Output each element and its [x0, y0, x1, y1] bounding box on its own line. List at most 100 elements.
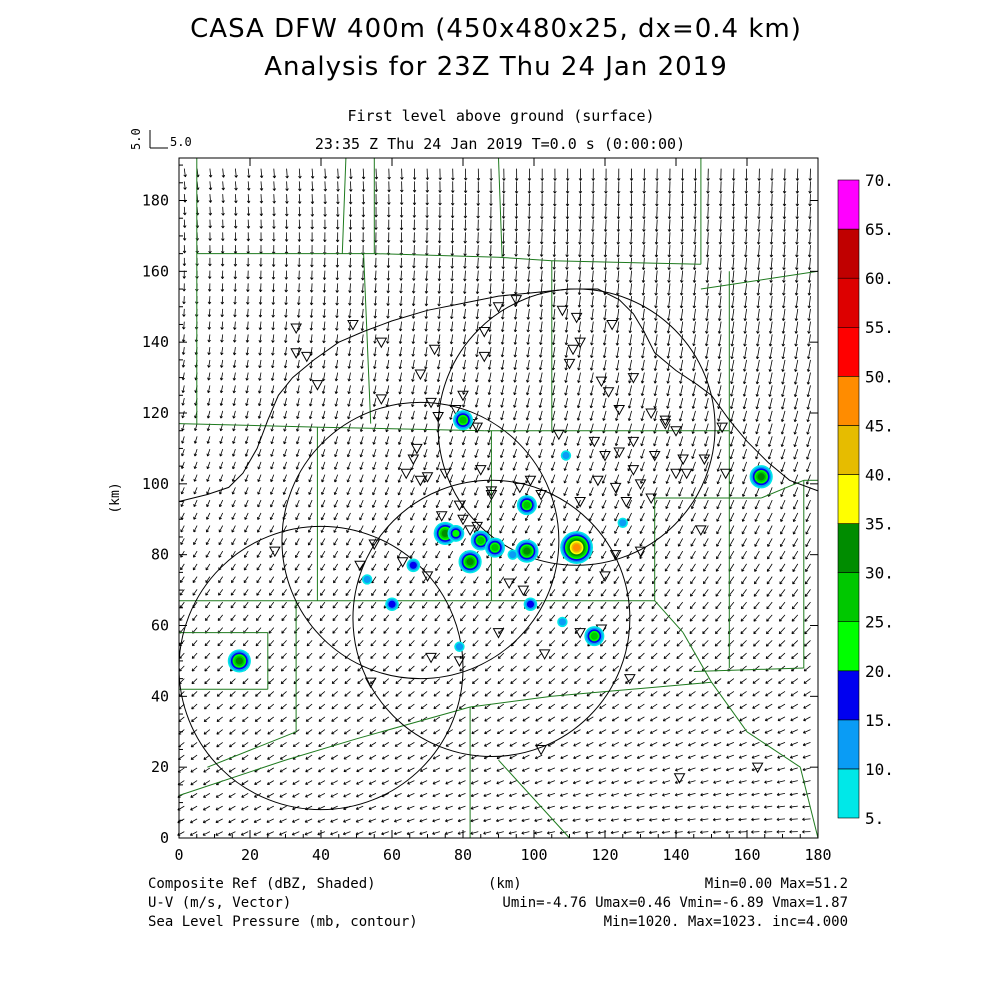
x-tick-label: 60: [383, 846, 401, 864]
station-marker: [599, 571, 611, 582]
county-line: [551, 260, 701, 265]
reflectivity-cell: [573, 543, 581, 552]
county-line: [498, 256, 552, 262]
y-axis-label: (km): [108, 482, 123, 513]
colorbar-swatch: [837, 768, 860, 819]
slp-contour: [178, 288, 819, 502]
colorbar-swatch: [837, 425, 860, 475]
y-tick-label: 80: [151, 546, 169, 564]
station-marker: [478, 351, 491, 363]
colorbar-label: 45.: [865, 416, 894, 435]
county-line: [470, 695, 552, 708]
x-tick-label: 0: [174, 846, 183, 864]
station-marker: [716, 422, 728, 434]
station-markers: [269, 295, 764, 784]
station-marker: [670, 426, 682, 437]
station-marker: [556, 305, 569, 317]
county-line: [682, 632, 712, 683]
county-line: [285, 738, 357, 761]
station-marker: [627, 373, 640, 384]
x-tick-label: 40: [312, 846, 330, 864]
station-marker: [510, 295, 523, 306]
reflectivity-cell: [455, 643, 464, 651]
colorbar-label: 30.: [865, 564, 894, 583]
station-marker: [535, 744, 547, 756]
station-marker: [567, 344, 579, 356]
county-line: [363, 253, 372, 424]
station-marker: [432, 412, 444, 423]
colorbar-swatch: [837, 523, 860, 573]
station-marker: [411, 443, 423, 455]
station-marker: [634, 479, 647, 490]
colorbar-label: 50.: [865, 367, 894, 386]
colorbar: 5. 10. 15. 20. 25. 30. 35. 40. 45. 50. 55. 60. 65. 70…: [837, 171, 894, 828]
colorbar-label: 55.: [865, 318, 894, 337]
station-marker: [670, 468, 682, 480]
station-marker: [450, 404, 462, 416]
county-line: [498, 157, 503, 258]
county-line: [341, 157, 347, 254]
station-marker: [695, 525, 707, 536]
station-marker: [492, 628, 505, 639]
station-marker: [627, 465, 640, 476]
county-line: [374, 253, 499, 258]
reflectivity-cell: [757, 473, 765, 481]
reflectivity-cell: [523, 547, 531, 555]
station-marker: [517, 585, 530, 597]
reflectivity-cells: [227, 410, 773, 673]
station-marker: [659, 419, 672, 430]
county-line: [711, 681, 748, 733]
county-line: [178, 423, 322, 428]
county-line: [654, 600, 684, 633]
station-marker: [609, 482, 622, 494]
reflectivity-cell: [562, 451, 570, 460]
colorbar-swatch: [837, 719, 860, 770]
colorbar-swatch: [837, 670, 860, 721]
station-marker: [751, 762, 764, 774]
title-line2: Analysis for 23Z Thu 24 Jan 2019: [264, 52, 728, 82]
y-tick-label: 180: [142, 192, 169, 210]
reflectivity-cell: [491, 543, 499, 552]
footer-right1: Min=0.00 Max=51.2: [704, 876, 848, 892]
station-marker: [396, 557, 409, 568]
station-marker: [599, 451, 611, 462]
station-marker: [613, 404, 626, 416]
station-marker: [645, 493, 657, 505]
station-marker: [648, 451, 661, 462]
reflectivity-cell: [526, 600, 535, 608]
station-marker: [407, 454, 420, 466]
station-marker: [624, 674, 636, 685]
reflectivity-cell: [619, 519, 627, 527]
station-marker: [563, 358, 576, 370]
station-marker: [574, 497, 586, 508]
reflectivity-cell: [523, 501, 531, 509]
reflectivity-cell: [459, 416, 467, 424]
colorbar-label: 20.: [865, 662, 894, 681]
station-marker: [347, 319, 359, 331]
station-marker: [300, 351, 313, 363]
title-line1: CASA DFW 400m (450x480x25, dx=0.4 km): [190, 14, 802, 44]
county-line: [178, 759, 286, 796]
station-marker: [698, 454, 711, 466]
station-marker: [503, 578, 515, 590]
station-marker: [421, 571, 434, 582]
reflectivity-cell: [477, 536, 485, 545]
station-marker: [428, 344, 441, 356]
footer-left1: Composite Ref (dBZ, Shaded): [148, 876, 376, 892]
radar-range-rings: [178, 288, 716, 811]
county-line: [320, 426, 485, 432]
colorbar-swatch: [837, 326, 860, 377]
colorbar-label: 15.: [865, 711, 894, 730]
station-marker: [414, 369, 427, 381]
x-tick-label: 160: [733, 846, 760, 864]
footer-right2: Umin=-4.76 Umax=0.46 Vmin=-6.89 Vmax=1.8…: [502, 895, 848, 911]
reflectivity-cell: [452, 529, 460, 538]
y-tick-label: 100: [142, 475, 169, 493]
station-marker: [570, 312, 583, 324]
station-marker: [290, 348, 302, 359]
station-marker: [375, 394, 388, 405]
station-marker: [453, 656, 466, 667]
y-tick-label: 20: [151, 758, 169, 776]
y-tick-label: 60: [151, 617, 169, 635]
station-marker: [574, 337, 586, 349]
